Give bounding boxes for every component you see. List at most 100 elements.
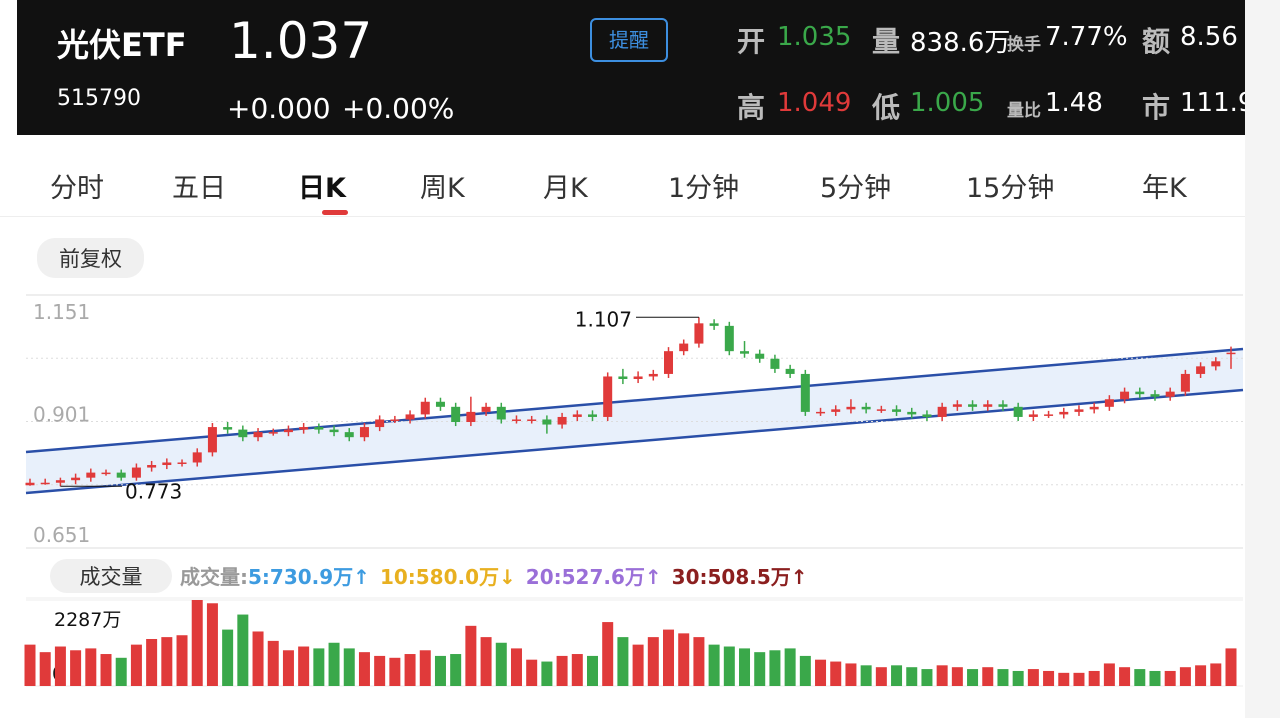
annotation: 0.773 — [125, 479, 182, 503]
channel-upper — [25, 347, 1244, 454]
tab[interactable]: 日K — [298, 173, 346, 204]
candle-body — [1226, 352, 1236, 355]
candle-body — [968, 404, 978, 407]
volume-bar — [632, 644, 644, 686]
candle-body — [542, 419, 552, 425]
candle-body — [192, 452, 202, 463]
volume-bar — [70, 650, 82, 686]
volume-bar — [24, 644, 36, 686]
volume-bar — [176, 635, 188, 686]
volume-bar — [450, 654, 462, 686]
volume-bar — [374, 655, 386, 686]
candle-body — [876, 409, 886, 411]
volume-bar — [982, 667, 994, 686]
candle-body — [131, 467, 141, 478]
candle-body — [1150, 394, 1160, 397]
quote-header: 光伏ETF 515790 1.037 +0.000 +0.00% 提醒 开 1.0… — [17, 0, 1245, 135]
candle-body — [40, 482, 50, 485]
candle-body — [451, 406, 461, 423]
volume-button — [50, 559, 172, 593]
tab[interactable]: 15分钟 — [966, 173, 1055, 204]
stat-value: 8.56 — [1180, 22, 1238, 52]
tab[interactable]: 五日 — [172, 173, 226, 204]
candle-body — [800, 373, 810, 412]
volume-bar — [799, 655, 811, 686]
candle-body — [603, 376, 613, 417]
candle-body — [1028, 414, 1038, 417]
candle-body — [937, 406, 947, 417]
volume-bar — [997, 669, 1009, 686]
volume-bar — [252, 631, 264, 686]
tab[interactable]: 周K — [420, 173, 465, 204]
candle-body — [679, 343, 689, 352]
volume-tick-label: 2287万 — [54, 609, 121, 631]
chart: 0.651 0.901 1.151 1.107 0.773 成交量 成交量:5:730.9万… — [24, 294, 1244, 687]
candle-body — [344, 432, 354, 438]
volume-bar — [480, 637, 492, 686]
candle-body — [390, 419, 400, 421]
volume-bar — [115, 657, 127, 686]
candle-body — [314, 427, 324, 430]
candle-body — [1089, 406, 1099, 410]
volume-bar — [510, 648, 522, 686]
candle-body — [86, 472, 96, 478]
change-pct: +0.00% — [342, 92, 455, 125]
candle-body — [162, 462, 172, 466]
volume-bar — [936, 665, 948, 686]
tab[interactable]: 5分钟 — [820, 173, 892, 204]
candle-body — [785, 368, 795, 374]
candle-body — [359, 427, 369, 438]
candle-body — [846, 406, 856, 410]
volume-bar — [100, 654, 112, 686]
volume-bar — [739, 648, 751, 686]
stat-label: 低 — [872, 91, 901, 124]
side-strip — [1245, 0, 1280, 718]
volume-bar — [541, 661, 553, 686]
volume-bar — [647, 637, 659, 686]
volume-bar — [693, 637, 705, 686]
volume-bar — [1164, 670, 1176, 686]
legend-entry: 10:580.0万↓ — [380, 565, 516, 589]
candle-body — [557, 416, 567, 425]
volume-bar — [1103, 663, 1115, 686]
candle-body — [831, 409, 841, 412]
volume-bar — [1058, 672, 1070, 686]
candle-body — [207, 427, 217, 453]
stat-label: 量比 — [1007, 101, 1041, 121]
candle-body — [496, 406, 506, 420]
candle-body — [55, 480, 65, 483]
candle-body — [983, 404, 993, 407]
volume-bar — [328, 642, 340, 686]
volume-bar — [526, 659, 538, 686]
volume-bar — [875, 667, 887, 686]
candle-body — [770, 358, 780, 369]
volume-bar — [1225, 648, 1237, 686]
tab[interactable]: 1分钟 — [668, 173, 740, 204]
candle-body — [466, 411, 476, 423]
volume-bar — [313, 648, 325, 686]
tab[interactable]: 年K — [1142, 173, 1187, 204]
candle-body — [223, 427, 233, 430]
candle-body — [907, 411, 917, 415]
candle-body — [709, 323, 719, 326]
volume-bar — [389, 657, 401, 686]
volume-bar — [358, 652, 370, 686]
volume-bar — [586, 655, 598, 686]
adjust-button[interactable]: 前复权 — [37, 238, 144, 278]
candle-body — [952, 404, 962, 407]
alert-button[interactable]: 提醒 — [590, 18, 668, 62]
candle-body — [998, 404, 1008, 407]
volume-bar — [222, 629, 234, 686]
candle-body — [664, 351, 674, 374]
volume-bar — [206, 603, 218, 686]
volume-bar — [602, 622, 614, 686]
candle-body — [1074, 409, 1084, 412]
y-tick-label: 0.651 — [33, 523, 90, 547]
tab[interactable]: 分时 — [50, 173, 104, 204]
stat-label: 高 — [737, 91, 766, 124]
stat-value: 7.77% — [1045, 22, 1128, 52]
tab[interactable]: 月K — [543, 173, 588, 204]
candle-body — [648, 373, 658, 377]
volume-bar — [130, 644, 142, 686]
candle-body — [527, 419, 537, 421]
